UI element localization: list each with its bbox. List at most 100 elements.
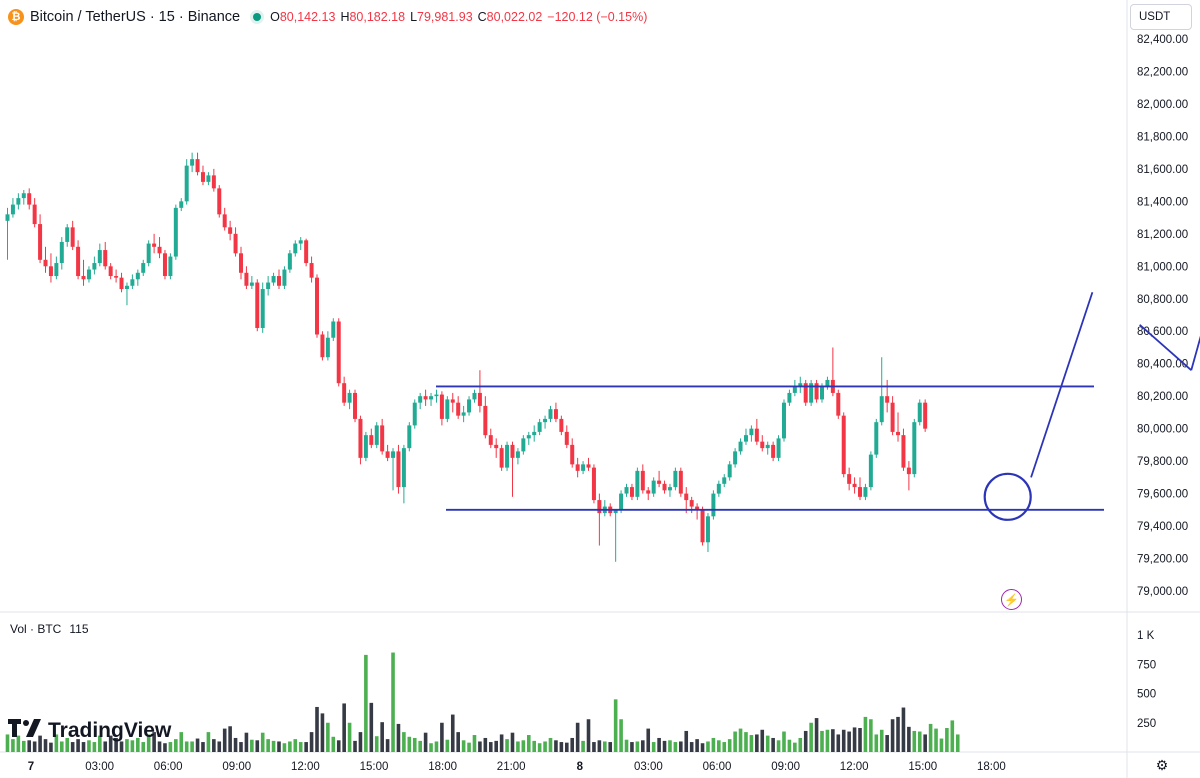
candle-body (716, 483, 721, 494)
candle-body (814, 383, 819, 400)
volume-bar (472, 735, 477, 752)
candle-body (461, 412, 466, 416)
volume-bar (54, 734, 59, 752)
open-key: O (270, 10, 280, 24)
candle-body (16, 198, 21, 205)
volume-bar (901, 707, 906, 752)
volume-bar (288, 741, 292, 752)
volume-bar (76, 739, 80, 752)
price-tick-label: 80,200.00 (1137, 391, 1188, 403)
candle-body (776, 438, 781, 458)
time-tick-label: 15:00 (360, 761, 389, 773)
candle-body (472, 392, 477, 400)
gear-icon[interactable]: ⚙ (1155, 756, 1169, 773)
tradingview-logo[interactable]: TradingView (8, 719, 171, 743)
volume-tick-label: 1 K (1137, 630, 1155, 642)
volume-bar (679, 741, 683, 752)
candle-body (190, 159, 195, 166)
time-tick-label: 8 (577, 761, 584, 773)
currency-label: USDT (1139, 11, 1171, 23)
lightning-icon[interactable]: ⚡ (1001, 589, 1022, 610)
candle-body (114, 276, 119, 278)
price-tick-label: 79,800.00 (1137, 456, 1188, 468)
candle-body (347, 392, 352, 403)
candle-body (901, 435, 906, 468)
candle-body (657, 480, 662, 484)
volume-bar (950, 720, 955, 752)
symbol-legend[interactable]: ₿ Bitcoin / TetherUS · 15 · Binance O80,… (8, 6, 647, 28)
volume-legend[interactable]: Vol · BTC 115 (10, 622, 89, 636)
volume-bar (21, 740, 26, 752)
volume-bar (130, 740, 135, 752)
volume-bar (494, 740, 498, 752)
candle-body (635, 470, 640, 497)
candle-body (260, 289, 265, 328)
price-tick-label: 82,400.00 (1137, 34, 1188, 46)
candle-body (445, 399, 450, 419)
candle-body (809, 383, 814, 403)
candle-body (103, 250, 108, 267)
candle-body (146, 243, 151, 264)
volume-bar (673, 742, 678, 752)
time-tick-label: 18:00 (428, 761, 457, 773)
volume-value: 115 (69, 622, 89, 636)
volume-bar (526, 735, 531, 752)
candle-body (499, 448, 504, 468)
candle-body (27, 193, 32, 205)
currency-selector[interactable]: USDT (1130, 4, 1192, 30)
volume-tick-label: 500 (1137, 689, 1156, 701)
logo-text: TradingView (48, 719, 172, 742)
symbol-title[interactable]: Bitcoin / TetherUS · 15 · Binance (30, 9, 241, 25)
price-tick-label: 79,200.00 (1137, 554, 1188, 566)
volume-bar (564, 742, 569, 752)
close-key: C (477, 10, 487, 24)
volume-bar (141, 742, 146, 752)
candle-body (749, 428, 754, 436)
candle-body (923, 402, 928, 429)
volume-bar (136, 737, 140, 752)
candle-body (43, 259, 48, 267)
candle-body (320, 334, 325, 358)
drawing-annotations[interactable] (436, 39, 1200, 521)
volume-bar (733, 731, 737, 752)
market-status-icon[interactable] (250, 10, 265, 24)
price-tick-label: 80,600.00 (1137, 326, 1188, 338)
candle-body (32, 204, 37, 225)
candle-body (282, 269, 287, 286)
volume-bar (27, 740, 32, 752)
volume-bar (32, 741, 37, 752)
volume-bar (119, 741, 124, 752)
volume-bar (651, 742, 656, 752)
candle-body (21, 193, 26, 199)
candle-body (238, 253, 243, 273)
volume-bar (798, 737, 803, 752)
volume-bar (885, 735, 889, 752)
candle-body (412, 402, 417, 426)
candle-body (781, 402, 786, 439)
candle-body (271, 276, 276, 283)
time-tick-label: 09:00 (771, 761, 800, 773)
volume-bar (309, 732, 314, 752)
candle-body (564, 431, 569, 445)
candle-body (858, 487, 863, 497)
volume-bar (396, 723, 401, 752)
candle-body (277, 276, 281, 286)
volume-bar (239, 742, 243, 752)
candle-body (787, 392, 792, 403)
candle-body (92, 263, 97, 270)
volume-bar (597, 740, 602, 752)
candle-body (108, 266, 113, 277)
candle-body (179, 201, 184, 208)
candle-body (591, 467, 596, 501)
candle-body (803, 383, 808, 403)
candle-body (575, 464, 580, 471)
candle-body (287, 253, 292, 270)
candle-body (401, 448, 406, 488)
volume-bar (364, 654, 368, 752)
time-tick-label: 03:00 (85, 761, 114, 773)
volume-bar (125, 739, 129, 752)
candle-body (266, 282, 271, 290)
tv-logo-icon (8, 719, 42, 743)
volume-bar (228, 726, 232, 752)
